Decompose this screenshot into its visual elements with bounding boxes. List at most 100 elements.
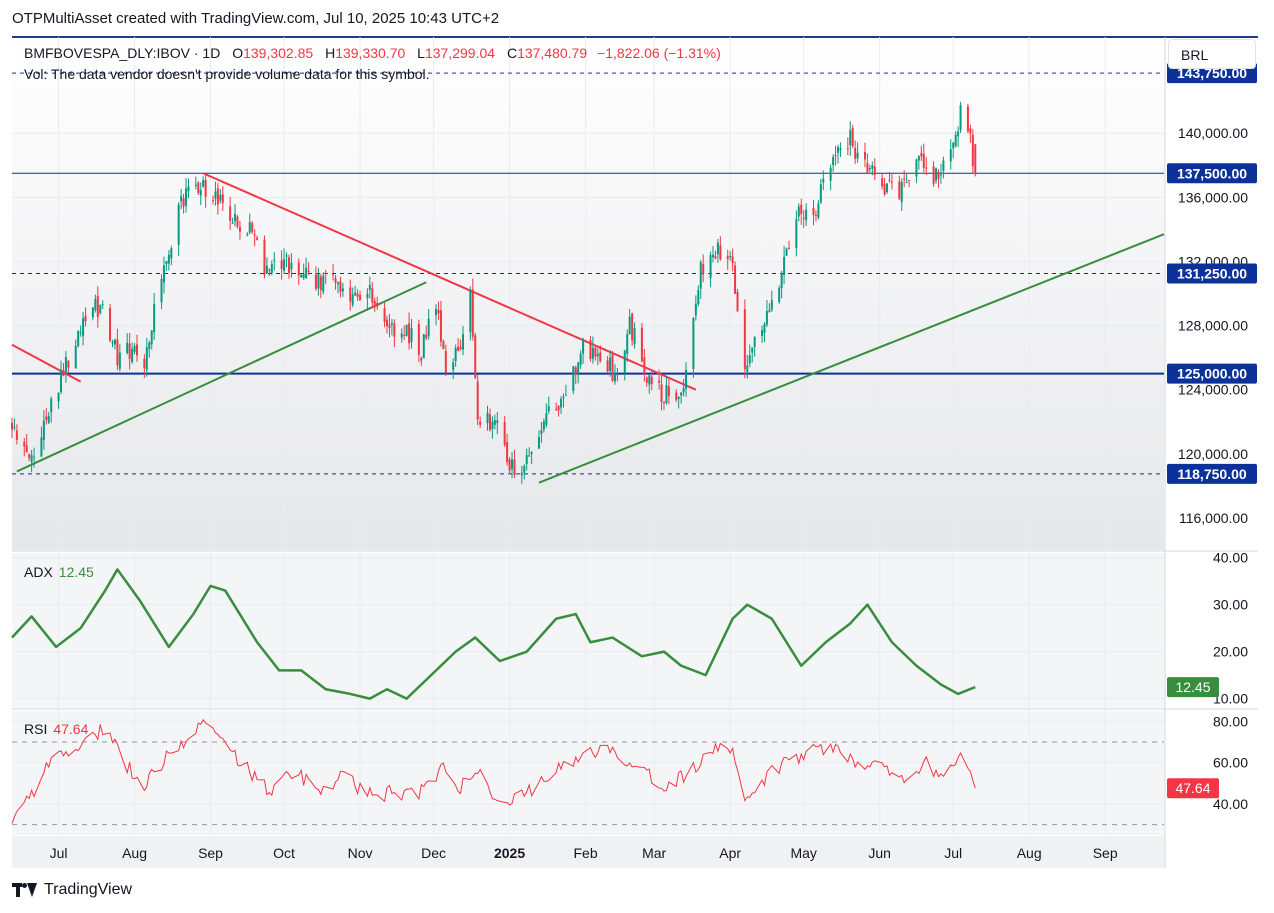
level-tag [1167,163,1257,184]
candle-body [79,332,82,334]
adx-price-tick-label: 10.00 [1213,691,1248,707]
adx-name[interactable]: ADX [24,564,53,580]
candle-body [596,353,599,357]
candle-body [787,247,790,250]
price-price-tick-label: 140,000.00 [1178,125,1248,141]
candle-body [935,168,938,181]
candle-body [572,366,575,391]
candle-body [780,273,783,289]
candle-body [263,239,266,275]
candle-body [371,288,374,303]
candle-body [376,302,379,307]
candle-body [626,334,629,354]
axes: Jul Aug Sep Oct Nov Dec 2025 Feb Mar Apr May Jun Jul… [50,125,1249,861]
candle-body [133,346,136,353]
candle-body [180,196,183,202]
candle-body [957,131,960,137]
candle-body [814,214,817,216]
candle-body [530,451,533,455]
candle-body [562,396,565,399]
candle-body [408,323,411,344]
candle-body [660,384,663,402]
candle-body [849,130,852,146]
candle-body [628,316,631,335]
candle-body [797,206,800,217]
candle-body [454,348,457,362]
candle-body [765,311,768,325]
candle-body [511,459,514,470]
candle-body [557,406,560,411]
time-tick-label: Apr [719,845,741,861]
candle-body [145,347,148,370]
candle-body [564,394,567,396]
candle-body [236,216,239,227]
candle-body [427,318,430,337]
time-axis-background [12,836,1164,868]
candle-body [971,134,974,167]
candle-body [30,455,33,462]
open-value: 139,302.85 [243,45,314,61]
candle-body [67,360,70,368]
candle-body [238,227,241,232]
candle-body [770,300,773,310]
rsi-legend: RSI 47.64 [24,721,88,737]
candle-body [599,352,602,362]
candle-body [868,168,871,170]
candle-body [187,186,190,192]
candle-body [969,128,972,134]
candle-body [221,194,224,204]
candle-body [435,308,438,316]
adx-legend: ADX 12.45 [24,564,94,580]
candle-body [386,319,389,326]
candle-body [905,182,908,184]
candle-body [202,180,205,187]
candle-body [966,106,969,132]
candle-body [685,369,688,389]
candle-body [126,342,129,354]
candle-body [785,248,788,256]
rsi-name[interactable]: RSI [24,721,48,737]
candle-body [128,343,131,360]
candle-body [856,152,859,159]
candle-body [28,454,31,458]
symbol-name[interactable]: BMFBOVESPA_DLY:IBOV · 1D [24,45,221,61]
candle-body [393,323,396,337]
candle-body [888,179,891,181]
candle-body [290,262,293,270]
candle-body [726,256,729,260]
candle-body [493,420,496,425]
candle-body [268,269,271,271]
brand-name: TradingView [44,881,133,898]
candle-body [307,271,310,273]
adx-price-tick-label: 30.00 [1213,597,1248,613]
level-tag-label: 131,250.00 [1177,265,1247,281]
candle-body [802,217,805,219]
candle-body [577,362,580,374]
candle-body [50,398,53,413]
level-tag-label: 137,500.00 [1177,165,1247,181]
open-label: O [232,45,244,61]
candle-body [452,362,455,371]
candle-body [334,278,337,283]
candle-body [959,105,962,131]
candle-body [368,284,371,290]
candle-body [349,287,352,302]
candle-body [682,388,685,393]
candle-body [265,265,268,274]
candle-body [753,337,756,347]
candle-body [113,339,116,345]
price-price-tick-label: 116,000.00 [1179,510,1248,526]
currency-button[interactable]: BRL [1168,39,1256,69]
candle-body [471,289,474,337]
candle-body [280,260,283,269]
candle-body [542,421,545,430]
level-tag [1167,463,1257,484]
candle-body [219,194,222,201]
candle-body [74,346,77,369]
support-trendline [16,281,427,473]
rsi-price-tick-label: 80.00 [1213,713,1248,729]
candle-body [768,309,771,312]
candle-body [898,181,901,199]
candle-body [579,353,582,365]
